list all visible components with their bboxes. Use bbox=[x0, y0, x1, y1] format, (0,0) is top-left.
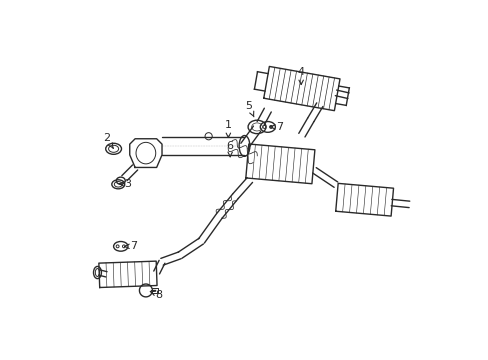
Text: 2: 2 bbox=[102, 133, 113, 148]
Text: 8: 8 bbox=[150, 290, 163, 300]
Text: 3: 3 bbox=[119, 179, 131, 189]
Text: 6: 6 bbox=[226, 141, 233, 157]
Text: 5: 5 bbox=[245, 102, 253, 117]
Text: 4: 4 bbox=[297, 67, 304, 85]
Text: 7: 7 bbox=[270, 122, 283, 132]
Text: 1: 1 bbox=[224, 121, 231, 138]
Text: 7: 7 bbox=[124, 241, 137, 251]
